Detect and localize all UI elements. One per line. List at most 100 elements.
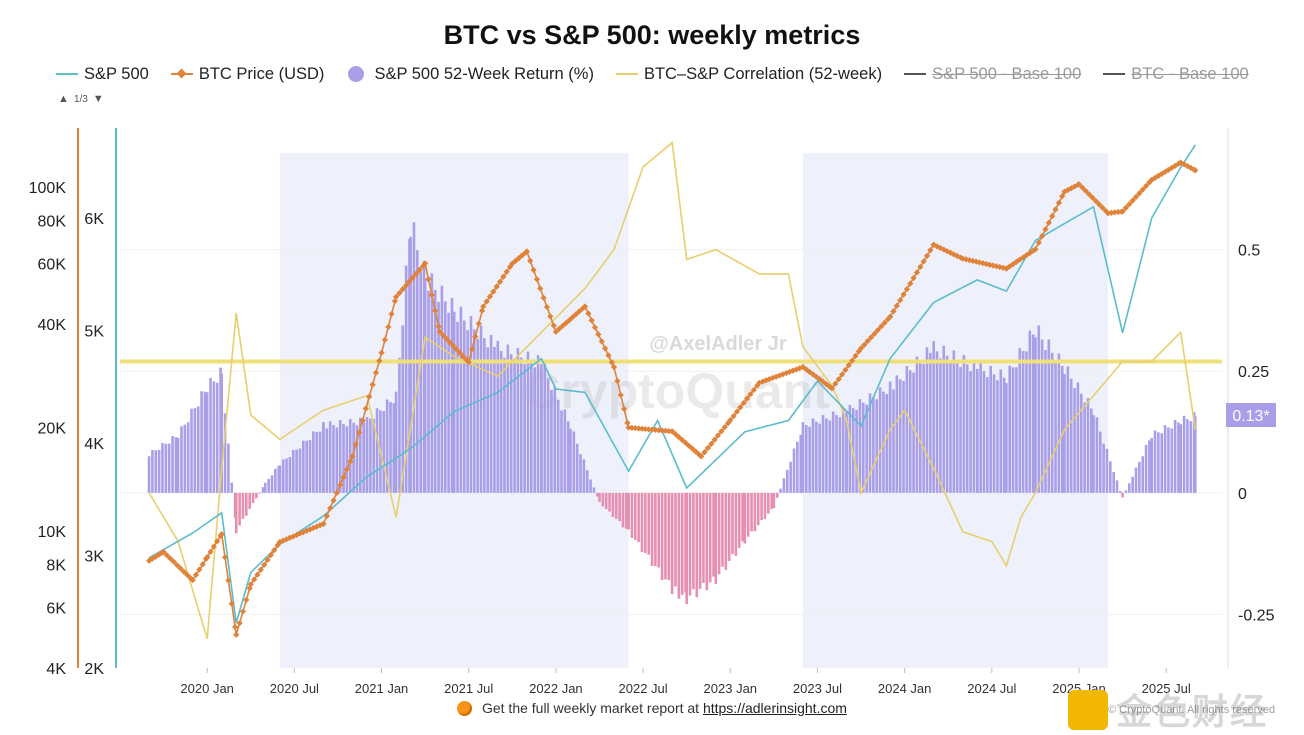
btc-point-marker bbox=[750, 386, 757, 394]
x-axis-tick-label: 2023 Jan bbox=[704, 681, 758, 696]
return-bar bbox=[209, 378, 212, 493]
return-bar bbox=[753, 492, 757, 532]
brand-watermark-text: 金色财经 bbox=[1116, 691, 1269, 732]
return-bar bbox=[625, 492, 628, 529]
return-bar bbox=[241, 492, 245, 519]
return-bar bbox=[1076, 382, 1080, 493]
x-axis-tick-label: 2022 Jan bbox=[529, 681, 583, 696]
return-bar bbox=[536, 355, 540, 493]
return-bar bbox=[205, 392, 209, 493]
return-bar bbox=[466, 330, 469, 493]
return-bar bbox=[345, 426, 349, 493]
return-bar bbox=[667, 492, 671, 581]
btc-point-marker bbox=[1129, 197, 1136, 204]
btc-point-marker bbox=[180, 568, 187, 575]
return-bar bbox=[1050, 352, 1054, 493]
return-bar bbox=[818, 423, 822, 493]
return-bar bbox=[721, 492, 724, 567]
footer-link[interactable]: https://adlerinsight.com bbox=[702, 700, 847, 716]
legend-item-3[interactable]: S&P 500 52-Week Return (%) bbox=[346, 65, 594, 84]
return-bar bbox=[875, 399, 879, 493]
return-bar bbox=[412, 222, 416, 493]
return-bar bbox=[423, 278, 427, 493]
btc-axis-tick: 100K bbox=[29, 180, 67, 197]
btc-point-marker bbox=[721, 424, 728, 431]
return-bar bbox=[872, 397, 875, 493]
btc-point-marker bbox=[617, 391, 624, 399]
return-bar bbox=[486, 347, 490, 493]
legend-item-5[interactable]: S&P 500 - Base 100 bbox=[904, 65, 1081, 84]
return-bar bbox=[708, 492, 712, 583]
return-bar bbox=[496, 341, 500, 493]
right-axis-tick: 0.25 bbox=[1238, 364, 1269, 381]
return-bar bbox=[1160, 433, 1164, 493]
x-axis-tick-label: 2023 Jul bbox=[793, 681, 842, 696]
return-bar bbox=[644, 492, 647, 554]
legend-item-2[interactable]: BTC Price (USD) bbox=[170, 65, 324, 84]
return-bar bbox=[1119, 491, 1122, 493]
return-bar bbox=[680, 492, 684, 595]
btc-point-marker bbox=[675, 433, 682, 441]
return-bar bbox=[878, 387, 882, 493]
x-axis-tick-label: 2020 Jul bbox=[270, 681, 319, 696]
return-bar bbox=[660, 492, 664, 581]
x-axis-tick-label: 2025 Jul bbox=[1142, 681, 1191, 696]
return-bar bbox=[186, 422, 190, 493]
return-bar bbox=[1092, 415, 1095, 493]
return-bar bbox=[227, 443, 230, 493]
return-bar bbox=[804, 425, 808, 493]
return-bar bbox=[627, 492, 630, 530]
return-bar bbox=[989, 365, 993, 493]
btc-point-marker bbox=[391, 297, 399, 305]
return-bar bbox=[362, 421, 365, 493]
btc-point-marker bbox=[243, 596, 250, 603]
legend-item-6[interactable]: BTC - Base 100 bbox=[1103, 65, 1249, 84]
btc-point-marker bbox=[416, 266, 423, 273]
btc-point-marker bbox=[900, 291, 907, 298]
return-bar bbox=[712, 492, 715, 577]
legend-item-1[interactable]: S&P 500 bbox=[56, 65, 149, 84]
return-bar bbox=[174, 437, 178, 493]
return-bar bbox=[335, 427, 339, 493]
return-bar bbox=[882, 391, 885, 493]
return-bar bbox=[595, 492, 599, 497]
return-bar bbox=[1060, 365, 1064, 493]
correlation-line bbox=[148, 141, 1197, 640]
return-bar bbox=[1189, 421, 1193, 493]
pager-up-icon[interactable]: ▲ bbox=[58, 93, 69, 105]
return-bar bbox=[147, 456, 151, 493]
return-bar bbox=[845, 415, 848, 493]
return-bar bbox=[785, 469, 789, 493]
legend-swatch-icon bbox=[170, 68, 193, 80]
return-bar bbox=[440, 285, 444, 493]
btc-axis-tick: 8K bbox=[46, 557, 66, 574]
return-bar bbox=[157, 449, 161, 493]
return-bar bbox=[180, 426, 183, 493]
return-bar bbox=[746, 492, 750, 537]
return-bar bbox=[647, 492, 650, 555]
btc-point-marker bbox=[343, 466, 351, 473]
return-bar bbox=[476, 338, 479, 493]
btc-point-marker bbox=[537, 285, 544, 292]
return-bar bbox=[151, 450, 154, 493]
return-bar bbox=[1008, 365, 1012, 493]
pager-down-icon[interactable]: ▼ bbox=[92, 93, 104, 105]
legend-item-4[interactable]: BTC–S&P Correlation (52-week) bbox=[615, 65, 882, 84]
return-bar bbox=[190, 408, 193, 493]
btc-point-marker bbox=[598, 338, 605, 345]
return-bar bbox=[695, 492, 699, 598]
btc-point-marker bbox=[610, 363, 618, 371]
return-bar bbox=[530, 360, 533, 493]
return-bar bbox=[621, 492, 625, 528]
return-bar bbox=[499, 350, 503, 493]
brand-watermark: 金色财经 bbox=[1068, 683, 1268, 735]
return-bar bbox=[922, 364, 925, 493]
btc-point-marker bbox=[327, 505, 334, 512]
current-value-badge bbox=[1226, 403, 1276, 428]
btc-point-marker bbox=[450, 342, 457, 349]
x-axis-tick-label: 2021 Jul bbox=[444, 681, 493, 696]
return-bar bbox=[888, 387, 892, 493]
return-bar bbox=[556, 399, 560, 493]
return-bar bbox=[611, 492, 615, 517]
legend-swatch-icon bbox=[346, 66, 368, 82]
